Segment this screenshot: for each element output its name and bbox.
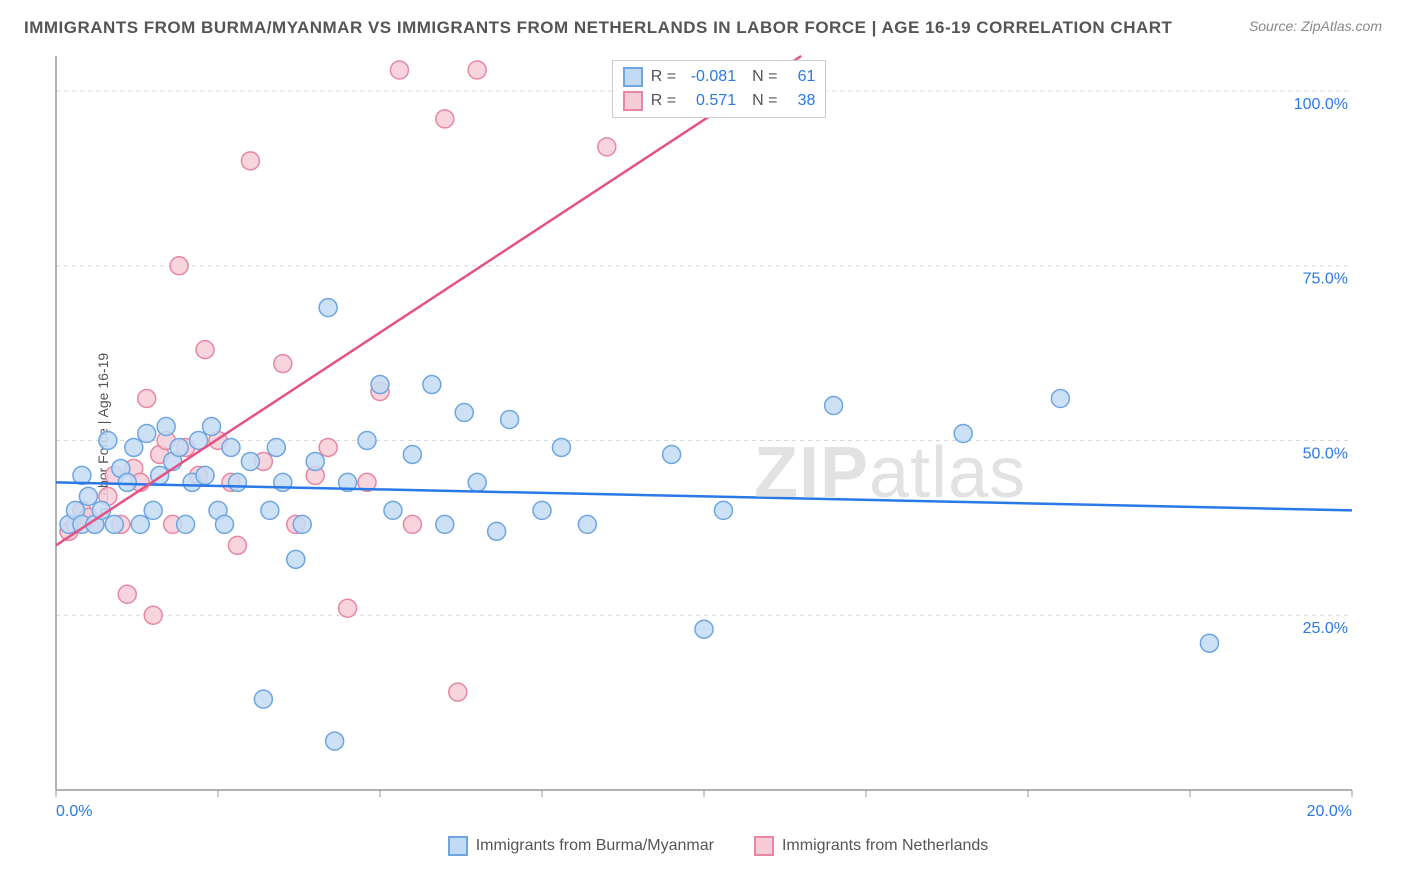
- legend-n-value: 38: [785, 92, 815, 110]
- legend-series-label: Immigrants from Burma/Myanmar: [476, 837, 714, 855]
- scatter-plot: 25.0% 50.0% 75.0% 100.0% 0.0% 20.0%: [54, 52, 1382, 820]
- series-legend: Immigrants from Burma/Myanmar Immigrants …: [54, 836, 1382, 856]
- legend-swatch: [448, 836, 468, 856]
- legend-r-value: 0.571: [684, 92, 736, 110]
- svg-text:0.0%: 0.0%: [56, 803, 92, 820]
- svg-text:25.0%: 25.0%: [1303, 620, 1348, 637]
- chart-title: IMMIGRANTS FROM BURMA/MYANMAR VS IMMIGRA…: [24, 18, 1172, 38]
- legend-series-label: Immigrants from Netherlands: [782, 837, 988, 855]
- legend-r-label: R =: [651, 92, 676, 110]
- legend-swatch: [754, 836, 774, 856]
- legend-n-value: 61: [785, 68, 815, 86]
- svg-text:50.0%: 50.0%: [1303, 445, 1348, 462]
- source-label: Source: ZipAtlas.com: [1249, 18, 1382, 34]
- legend-n-label: N =: [752, 92, 777, 110]
- legend-swatch: [623, 67, 643, 87]
- chart-area: In Labor Force | Age 16-19 25.0%50.0%75.…: [54, 52, 1382, 820]
- legend-swatch: [623, 91, 643, 111]
- correlation-legend: R = -0.081 N = 61 R = 0.571 N = 38: [612, 60, 827, 118]
- legend-n-label: N =: [752, 68, 777, 86]
- svg-text:75.0%: 75.0%: [1303, 271, 1348, 288]
- svg-text:20.0%: 20.0%: [1307, 803, 1352, 820]
- svg-text:100.0%: 100.0%: [1294, 96, 1348, 113]
- legend-r-value: -0.081: [684, 68, 736, 86]
- legend-r-label: R =: [651, 68, 676, 86]
